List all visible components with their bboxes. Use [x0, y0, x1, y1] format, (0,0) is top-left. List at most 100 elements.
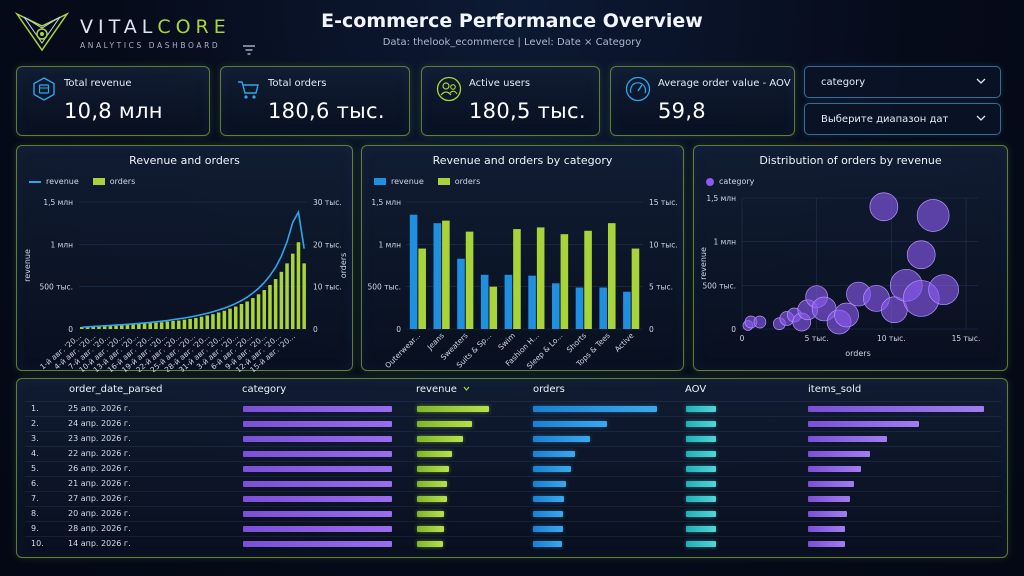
table-row[interactable]: 5. 26 апр. 2026 г.: [25, 461, 1001, 476]
y2-tick-label: 5 тыс.: [649, 283, 673, 292]
scatter-point: [916, 199, 950, 232]
y-tick-label: 1,5 млн: [371, 198, 401, 207]
filter-icon[interactable]: [242, 44, 256, 56]
legend-item-revenue[interactable]: revenue: [29, 177, 79, 186]
orders-bar: [533, 481, 566, 487]
y-axis-title: revenue: [699, 247, 708, 280]
category-bar: [243, 526, 392, 532]
category-bar: [243, 511, 392, 517]
y-tick-label: 1,5 млн: [706, 194, 736, 203]
order-date-cell: 24 апр. 2026 г.: [68, 419, 131, 428]
category-bar-chart[interactable]: 0 500 тыс. 1 млн 1,5 млн 0 5 тыс. 10 тыс. 15 ты…: [362, 146, 685, 372]
table-row[interactable]: 8. 20 апр. 2026 г.: [25, 506, 1001, 521]
aov-bar: [686, 466, 716, 472]
table-row[interactable]: 1. 25 апр. 2026 г.: [25, 401, 1001, 416]
column-header-category[interactable]: category: [242, 384, 287, 395]
orders-bar: [285, 263, 289, 329]
column-header-orders[interactable]: orders: [533, 384, 565, 395]
sort-desc-icon[interactable]: [463, 385, 470, 392]
scatter-chart-panel: Distribution of orders by revenue catego…: [693, 145, 1008, 371]
order-date-cell: 27 апр. 2026 г.: [68, 494, 131, 503]
revenue-bar: [417, 481, 447, 487]
legend-item-orders[interactable]: orders: [92, 177, 135, 186]
brand-logo[interactable]: VITALCORE ANALYTICS DASHBOARD: [14, 10, 226, 54]
orders-bar: [533, 496, 564, 502]
row-index: 1.: [31, 404, 39, 413]
revenue-bar: [417, 466, 449, 472]
legend-item-category[interactable]: category: [706, 177, 754, 186]
column-header-aov[interactable]: AOV: [685, 384, 707, 395]
chart-legend: revenue orders: [29, 177, 135, 186]
items-sold-bar: [808, 511, 847, 517]
orders-bar: [607, 223, 616, 329]
column-header-revenue[interactable]: revenue: [416, 384, 470, 395]
orders-bar: [102, 325, 107, 329]
row-index: 9.: [31, 524, 39, 533]
orders-revenue-scatter-chart[interactable]: 0 500 тыс. 1 млн 1,5 млн 0 5 тыс. 10 тыс. 15 ты…: [694, 146, 1009, 372]
aov-bar: [686, 451, 716, 457]
y-tick-label: 500 тыс.: [368, 283, 402, 292]
orders-bar: [631, 248, 640, 329]
orders-bar: [533, 406, 657, 412]
scatter-point: [869, 192, 899, 222]
kpi-value: 10,8 млн: [64, 99, 163, 123]
chevron-down-icon: [976, 78, 986, 84]
y-axis-title: revenue: [23, 249, 32, 282]
kpi-card-active-users: Active users 180,5 тыс.: [421, 66, 600, 136]
scatter-point: [906, 240, 936, 270]
items-sold-bar: [808, 541, 845, 547]
orders-bar: [533, 541, 562, 547]
orders-bar: [119, 324, 124, 329]
table-row[interactable]: 2. 24 апр. 2026 г.: [25, 416, 1001, 431]
legend-item-orders[interactable]: orders: [437, 177, 480, 186]
orders-bar: [533, 451, 575, 457]
table-row[interactable]: 9. 28 апр. 2026 г.: [25, 521, 1001, 536]
items-sold-bar: [808, 481, 854, 487]
orders-bar: [108, 325, 113, 329]
aov-bar: [686, 481, 716, 487]
date-range-select[interactable]: Выберите диапазон дат: [804, 103, 1001, 135]
page-subtitle: Data: thelook_ecommerce | Level: Date × …: [382, 37, 642, 48]
brand-name: VITALCORE: [80, 16, 231, 38]
revenue-orders-chart[interactable]: 0 500 тыс. 1 млн 1,5 млн 0 10 тыс. 20 тыс. 30 т…: [17, 146, 354, 372]
legend-item-revenue[interactable]: revenue: [374, 177, 424, 186]
items-sold-bar: [808, 466, 861, 472]
x-tick-label: 10 тыс.: [877, 334, 906, 343]
category-select-label: category: [821, 77, 866, 88]
category-bar: [243, 451, 392, 457]
vitalcore-logo-icon: [14, 12, 70, 52]
kpi-label: Total revenue: [64, 78, 132, 89]
orders-bar: [296, 242, 301, 329]
revenue-bar: [417, 526, 444, 532]
orders-bar: [533, 436, 590, 442]
revenue-bar: [551, 283, 560, 329]
chart-legend: revenue orders: [374, 177, 480, 186]
orders-bar: [251, 298, 255, 329]
y-tick-label: 1 млн: [50, 240, 73, 249]
orders-bar: [533, 421, 607, 427]
category-bar: [243, 496, 392, 502]
aov-bar: [686, 526, 716, 532]
users-icon: [436, 76, 462, 102]
orders-bar: [262, 290, 267, 329]
table-row[interactable]: 3. 23 апр. 2026 г.: [25, 431, 1001, 446]
category-select[interactable]: category: [804, 66, 1001, 98]
y2-tick-label: 30 тыс.: [313, 198, 342, 207]
chart-title: Revenue and orders by category: [432, 154, 613, 167]
orders-bar: [256, 294, 261, 329]
column-header-order-date[interactable]: order_date_parsed: [69, 384, 163, 395]
orders-bar: [290, 253, 295, 329]
table-row[interactable]: 4. 22 апр. 2026 г.: [25, 446, 1001, 461]
table-row[interactable]: 7. 27 апр. 2026 г.: [25, 491, 1001, 506]
orders-bar: [584, 230, 592, 329]
row-index: 6.: [31, 479, 39, 488]
table-row[interactable]: 6. 21 апр. 2026 г.: [25, 476, 1001, 491]
revenue-bar: [417, 406, 489, 412]
aov-bar: [686, 406, 716, 412]
column-header-items-sold[interactable]: items_sold: [808, 384, 862, 395]
x-tick-label: 15 тыс.: [952, 334, 981, 343]
row-index: 10.: [31, 539, 44, 548]
category-bar: [243, 406, 392, 412]
table-row[interactable]: 10. 14 апр. 2026 г.: [25, 536, 1001, 551]
orders-bar: [239, 304, 244, 329]
